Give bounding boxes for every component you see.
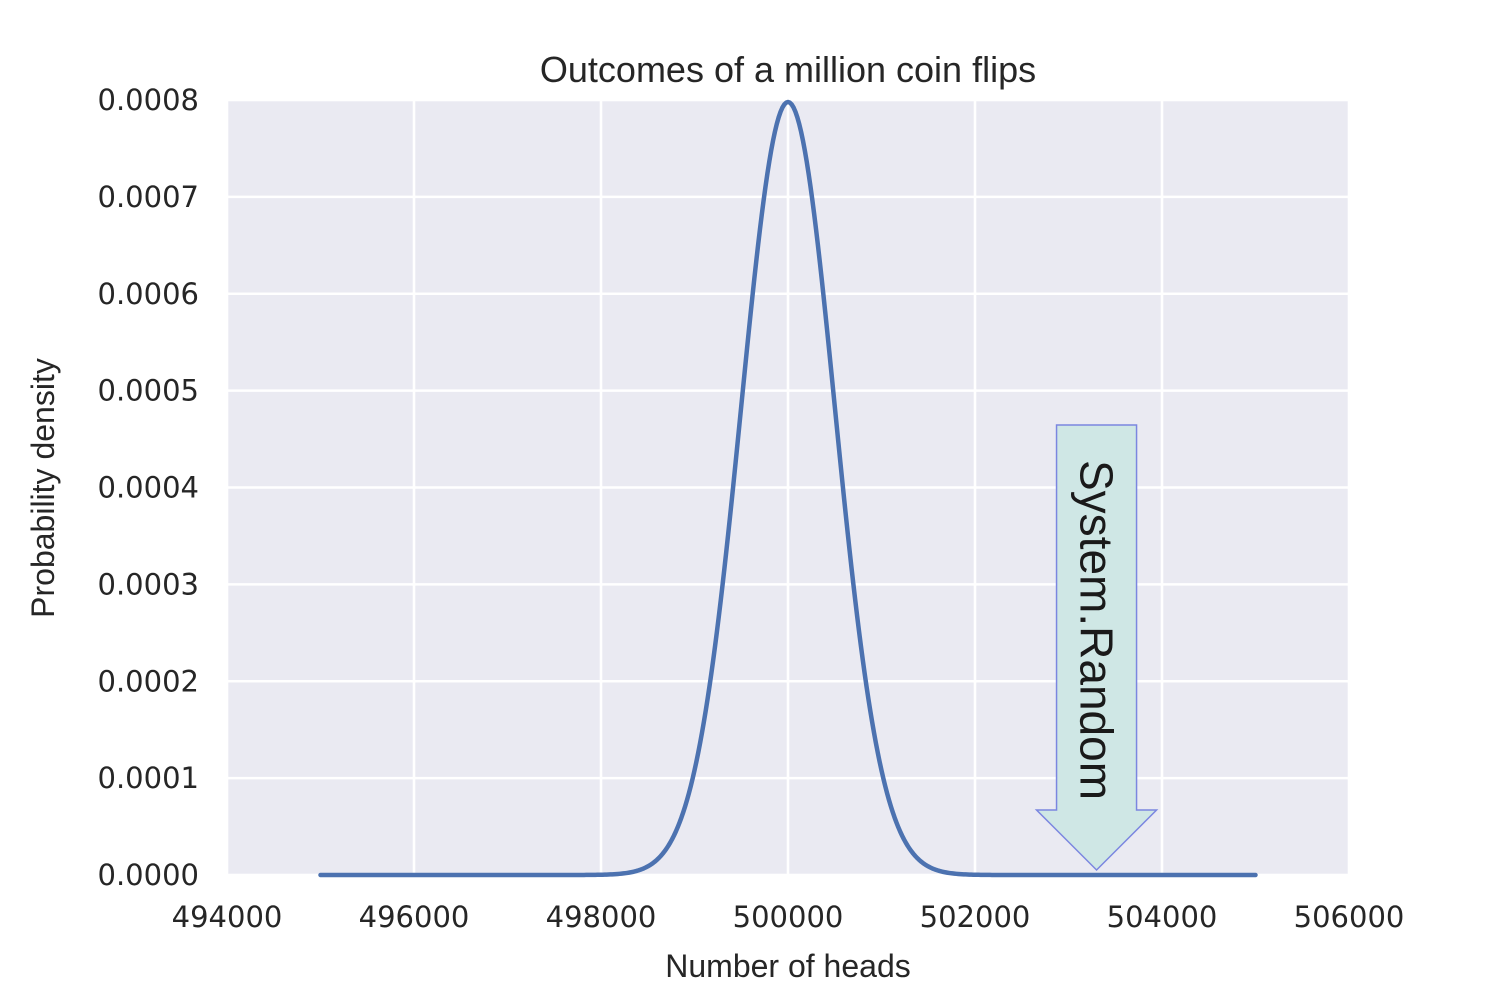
y-tick-label: 0.0006	[98, 277, 199, 311]
y-tick-label: 0.0003	[98, 567, 199, 601]
x-axis-label: Number of heads	[665, 948, 910, 984]
annotation: System.Random	[1034, 424, 1159, 872]
x-tick-label: 506000	[1294, 900, 1405, 934]
y-tick-label: 0.0007	[98, 180, 199, 214]
x-tick-label: 504000	[1107, 900, 1218, 934]
y-tick-label: 0.0002	[98, 664, 199, 698]
ticks: 494000 496000 498000 500000 502000 504000 5060…	[98, 83, 1405, 934]
chart-title: Outcomes of a million coin flips	[540, 49, 1036, 90]
series	[318, 99, 1258, 878]
y-tick-label: 0.0004	[98, 471, 199, 505]
y-tick-label: 0.0005	[98, 374, 199, 408]
x-tick-label: 500000	[733, 900, 844, 934]
x-tick-label: 498000	[546, 900, 657, 934]
annotation-arrow	[1034, 424, 1159, 872]
y-tick-label: 0.0001	[98, 761, 199, 795]
y-tick-label: 0.0000	[98, 858, 199, 892]
y-tick-label: 0.0008	[98, 83, 199, 117]
density-line	[318, 99, 1258, 878]
x-tick-label: 496000	[359, 900, 470, 934]
x-tick-label: 502000	[920, 900, 1031, 934]
annotation-label: System.Random	[1071, 460, 1123, 800]
y-axis-label: Probability density	[25, 358, 61, 618]
x-tick-label: 494000	[172, 900, 283, 934]
